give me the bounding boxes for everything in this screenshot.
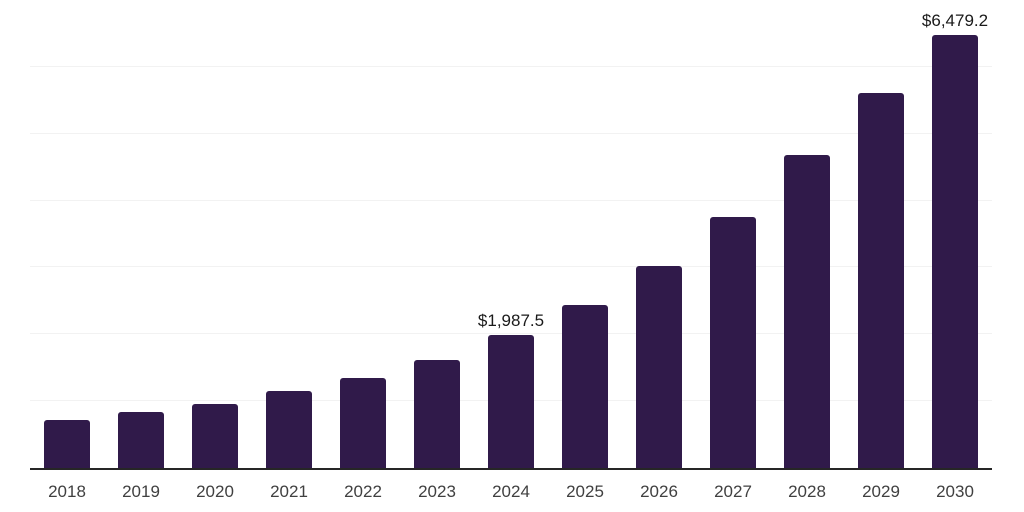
bar-2023	[414, 360, 460, 468]
gridline	[30, 199, 992, 201]
gridline	[30, 266, 992, 268]
x-tick-2023: 2023	[418, 482, 456, 501]
x-tick-2028: 2028	[788, 482, 826, 501]
bar-2030	[932, 34, 978, 468]
x-tick-2026: 2026	[640, 482, 678, 501]
bar-2022	[340, 377, 386, 468]
x-tick-2027: 2027	[714, 482, 752, 501]
data-label-2030: $6,479.2	[921, 10, 989, 30]
plot-area: $1,987.5 $6,479.2	[30, 2, 992, 470]
gridline	[30, 333, 992, 335]
bar-2025	[562, 304, 608, 468]
gridline	[30, 65, 992, 67]
x-tick-2025: 2025	[566, 482, 604, 501]
bar-2028	[784, 155, 830, 468]
bar-2024	[488, 335, 534, 468]
x-tick-2024: 2024	[492, 482, 530, 501]
x-tick-2022: 2022	[344, 482, 382, 501]
bar-2027	[710, 216, 756, 468]
bar-2021	[266, 391, 312, 468]
x-tick-2029: 2029	[862, 482, 900, 501]
x-tick-2021: 2021	[270, 482, 308, 501]
x-axis: 2018 2019 2020 2021 2022 2023 2024 2025 2026 2027…	[30, 482, 992, 502]
x-tick-2020: 2020	[196, 482, 234, 501]
bar-2019	[118, 411, 164, 468]
bar-2018	[44, 419, 90, 468]
gridline	[30, 132, 992, 134]
x-tick-2019: 2019	[122, 482, 160, 501]
data-label-2024: $1,987.5	[477, 311, 545, 331]
x-tick-2030: 2030	[936, 482, 974, 501]
bar-2020	[192, 404, 238, 468]
bar-2026	[636, 266, 682, 468]
x-tick-2018: 2018	[48, 482, 86, 501]
bar-2029	[858, 92, 904, 468]
